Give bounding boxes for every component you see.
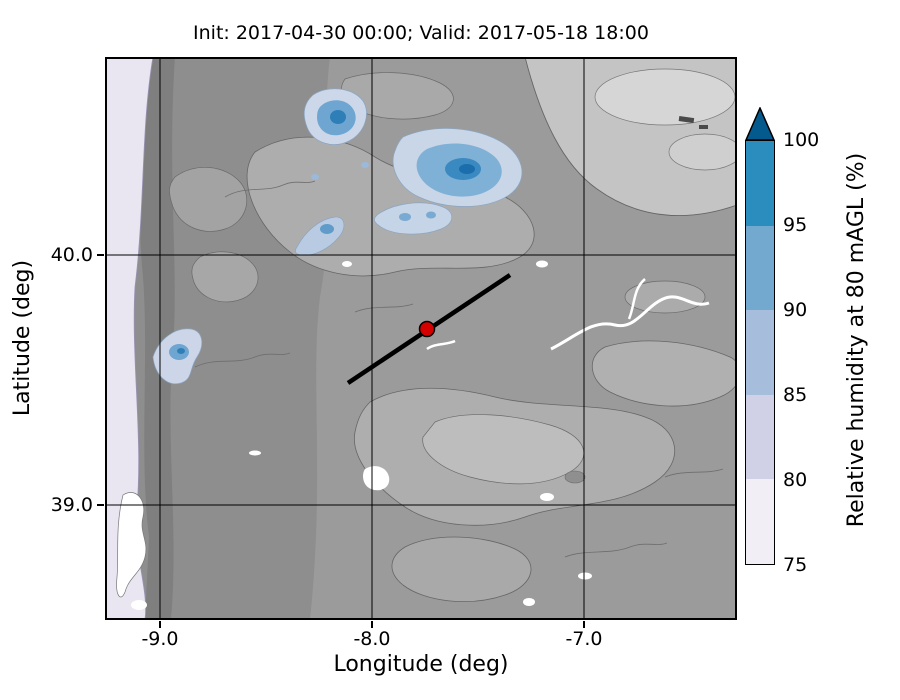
y-tick-label: 39.0 [50, 494, 93, 516]
map-canvas [104, 56, 742, 621]
x-tick-label: -8.0 [353, 628, 391, 650]
colorbar-label: Relative humidity at 80 mAGL (%) [844, 152, 869, 528]
colorbar-tick-label: 95 [783, 214, 808, 236]
x-tick-mark [371, 621, 373, 628]
x-tick-mark [583, 621, 585, 628]
colorbar [745, 140, 775, 565]
colorbar-tick-label: 85 [783, 384, 808, 406]
colorbar-tick-label: 90 [783, 299, 808, 321]
map-plot-area [104, 56, 742, 621]
colorbar-segment-75-80 [746, 479, 774, 564]
colorbar-segment-90-95 [746, 225, 774, 311]
plot-title: Init: 2017-04-30 00:00; Valid: 2017-05-1… [193, 22, 649, 44]
plot-border [105, 57, 737, 620]
water-bodies [116, 260, 710, 610]
colorbar-tick-label: 80 [783, 469, 808, 491]
colorbar-extend-arrow [744, 106, 776, 141]
colorbar-segment-80-85 [746, 394, 774, 480]
station-marker [418, 320, 436, 338]
grid-lines [105, 57, 737, 620]
colorbar-segment-95-100 [746, 141, 774, 226]
colorbar-tick-label: 100 [783, 129, 820, 151]
y-tick-mark [97, 254, 104, 256]
y-axis-label: Latitude (deg) [10, 259, 35, 417]
y-tick-label: 40.0 [50, 244, 93, 266]
humidity-patches [152, 88, 523, 385]
ocean-region [104, 56, 154, 621]
x-tick-label: -9.0 [141, 628, 179, 650]
x-tick-label: -7.0 [565, 628, 603, 650]
colorbar-segment-85-90 [746, 310, 774, 395]
y-tick-mark [97, 504, 104, 506]
x-axis-label: Longitude (deg) [333, 652, 509, 677]
x-tick-mark [159, 621, 161, 628]
colorbar-tick-label: 75 [783, 554, 808, 576]
